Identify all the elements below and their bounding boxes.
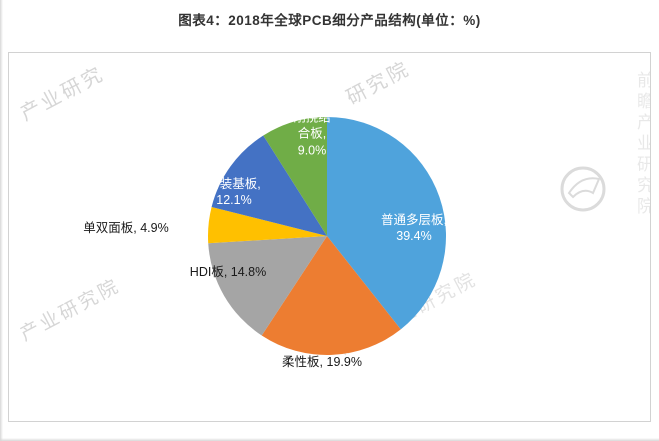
pie-chart — [207, 117, 447, 356]
watermark-text: 前瞻产业研究院 — [634, 71, 651, 218]
pie-slice-3 — [208, 236, 327, 336]
pie-slice-5 — [211, 135, 327, 236]
chart-title: 图表4：2018年全球PCB细分产品结构(单位：%) — [178, 13, 481, 28]
pie-slice-2 — [261, 236, 401, 356]
plot-area: 产业研究 研究院 产业研究院 前瞻产业研究院 前瞻产业研究院 普通多层板, 39… — [8, 52, 651, 422]
edge-shadow-left — [0, 0, 3, 441]
edge-shadow-bottom — [0, 438, 659, 441]
brand-logo-icon — [560, 166, 606, 212]
pie-slice-4 — [207, 206, 327, 244]
pie-slice-6 — [263, 117, 327, 236]
pie-slice-1 — [327, 117, 447, 330]
